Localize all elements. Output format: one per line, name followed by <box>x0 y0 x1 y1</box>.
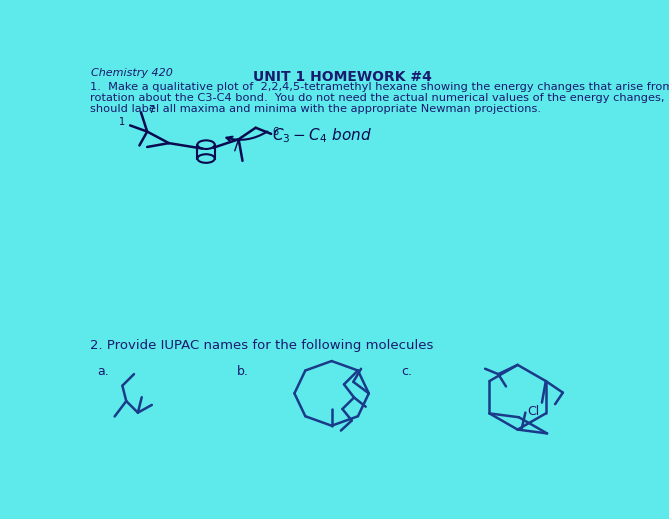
Text: a.: a. <box>98 365 109 378</box>
Text: rotation about the C3-C4 bond.  You do not need the actual numerical values of t: rotation about the C3-C4 bond. You do no… <box>90 93 669 103</box>
Text: should label all maxima and minima with the appropriate Newman projections.: should label all maxima and minima with … <box>90 104 541 114</box>
Text: c.: c. <box>401 365 412 378</box>
Text: 1: 1 <box>119 117 126 127</box>
Text: $C_3-C_4$ bond: $C_3-C_4$ bond <box>272 126 372 145</box>
Text: 2. Provide IUPAC names for the following molecules: 2. Provide IUPAC names for the following… <box>90 339 434 352</box>
Text: 6: 6 <box>273 127 279 136</box>
Text: UNIT 1 HOMEWORK #4: UNIT 1 HOMEWORK #4 <box>253 70 432 84</box>
Text: Cl: Cl <box>528 405 540 418</box>
Text: 1.  Make a qualitative plot of  2,2,4,5-tetramethyl hexane showing the energy ch: 1. Make a qualitative plot of 2,2,4,5-te… <box>90 83 669 92</box>
Text: 7: 7 <box>148 105 154 115</box>
Text: b.: b. <box>237 365 249 378</box>
Text: Chemistry 420: Chemistry 420 <box>92 69 173 78</box>
